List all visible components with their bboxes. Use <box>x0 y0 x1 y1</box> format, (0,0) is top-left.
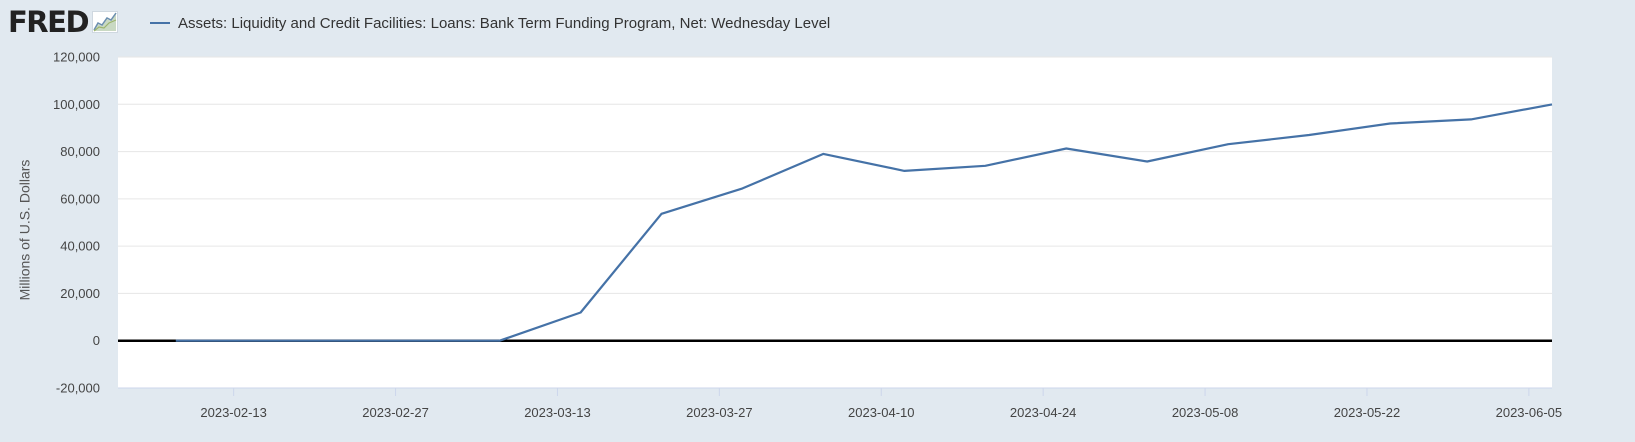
plot-area <box>118 57 1552 388</box>
header: FRED Assets: Liquidity and Credit Facili… <box>0 0 1635 46</box>
x-tick-label: 2023-03-27 <box>686 405 753 420</box>
legend-swatch <box>150 22 170 24</box>
y-tick-label: 80,000 <box>60 144 100 159</box>
x-tick-label: 2023-06-05 <box>1496 405 1563 420</box>
y-tick-label: 0 <box>93 333 100 348</box>
chart-trend-icon <box>92 11 119 33</box>
series-line[interactable] <box>175 103 1553 342</box>
y-tick-label: 120,000 <box>53 50 100 65</box>
x-tick-label: 2023-04-24 <box>1010 405 1077 420</box>
y-tick-label: -20,000 <box>56 381 100 396</box>
legend-label: Assets: Liquidity and Credit Facilities:… <box>178 14 831 32</box>
legend[interactable]: Assets: Liquidity and Credit Facilities:… <box>150 12 830 34</box>
x-tick-label: 2023-02-27 <box>362 405 429 420</box>
fred-logo[interactable]: FRED <box>8 5 119 39</box>
x-tick-label: 2023-04-10 <box>848 405 915 420</box>
x-tick-label: 2023-02-13 <box>200 405 267 420</box>
y-tick-label: 40,000 <box>60 239 100 254</box>
x-tick-label: 2023-05-08 <box>1172 405 1239 420</box>
x-axis-ticks: 2023-02-13 2023-02-27 2023-03-13 2023-03-27… <box>200 388 1562 420</box>
x-tick-label: 2023-05-22 <box>1334 405 1401 420</box>
y-tick-label: 20,000 <box>60 286 100 301</box>
y-axis-ticks: -20,000 0 20,000 40,000 60,000 80,000 100,000 1… <box>53 50 100 396</box>
x-tick-label: 2023-03-13 <box>524 405 591 420</box>
y-tick-label: 60,000 <box>60 191 100 206</box>
logo-text: FRED <box>8 5 90 39</box>
y-tick-label: 100,000 <box>53 97 100 112</box>
